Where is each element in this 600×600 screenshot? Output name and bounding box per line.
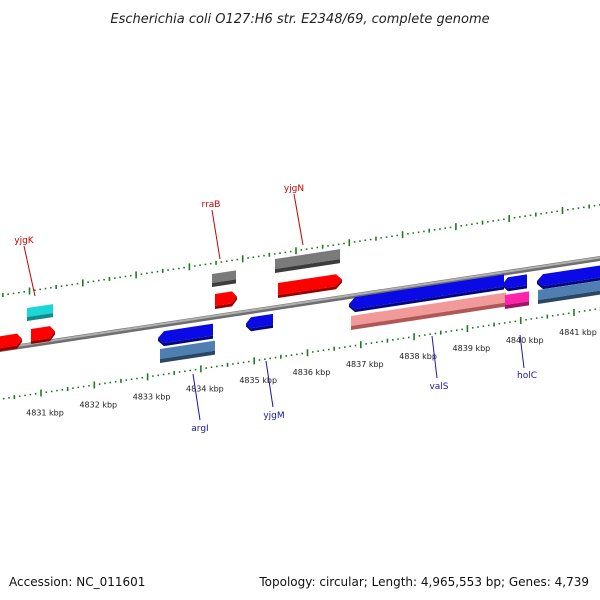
gene-label-yjgn[interactable]: yjgN	[284, 184, 304, 194]
gene-label-vals-group[interactable]: valS	[429, 335, 449, 392]
feature-gene-yjgn-grey[interactable]	[275, 249, 340, 273]
gene-label-rrab[interactable]: rraB	[202, 200, 221, 210]
tick-label: 4840 kbp	[506, 336, 544, 345]
genome-summary-text: Topology: circular; Length: 4,965,553 bp…	[258, 575, 589, 589]
tick-label: 4837 kbp	[346, 360, 384, 369]
tick-label: 4841 kbp	[559, 328, 597, 337]
gene-label-vals[interactable]: valS	[429, 382, 448, 392]
gene-label-argi-group[interactable]: argI	[191, 373, 209, 434]
gene-label-yjgn-group[interactable]: yjgN	[284, 184, 304, 246]
tick-label: 4833 kbp	[133, 392, 171, 401]
gene-label-yjgm[interactable]: yjgM	[263, 411, 284, 421]
tick-label: 4838 kbp	[399, 352, 437, 361]
feature-gene-cyan[interactable]	[27, 304, 53, 321]
feature-gene-blue-argi-upper[interactable]	[158, 323, 213, 347]
accession-text: Accession: NC_011601	[9, 575, 145, 589]
gene-label-yjgk-group[interactable]: yjgK	[14, 236, 36, 297]
feature-gene-rrab[interactable]	[215, 291, 237, 309]
feature-gene-argi[interactable]	[160, 340, 215, 363]
feature-gene-blue-small-right[interactable]	[503, 274, 527, 292]
feature-gene-yjgm[interactable]	[246, 313, 273, 332]
feature-gene-rrab-grey[interactable]	[212, 270, 236, 287]
gene-label-holc-group[interactable]: holC	[517, 334, 537, 381]
gene-label-yjgm-group[interactable]: yjgM	[263, 360, 285, 421]
feature-gene-vals[interactable]	[351, 292, 506, 330]
tick-label: 4831 kbp	[26, 408, 64, 417]
tick-label: 4835 kbp	[239, 376, 277, 385]
gene-label-argi[interactable]: argI	[191, 424, 208, 434]
outer-tick-track	[2, 204, 600, 298]
tick-label: 4839 kbp	[453, 344, 491, 353]
feature-gene-red-1[interactable]	[0, 333, 22, 352]
inner-tick-track: 4831 kbp 4832 kbp 4833 kbp 4834 kbp 4835 kbp…	[2, 306, 600, 417]
gene-label-rrab-group[interactable]: rraB	[202, 200, 221, 260]
tick-label: 4832 kbp	[79, 400, 117, 409]
feature-gene-holc[interactable]	[505, 291, 529, 309]
map-title: Escherichia coli O127:H6 str. E2348/69, …	[110, 12, 489, 27]
gene-label-holc[interactable]: holC	[517, 371, 537, 381]
gene-label-yjgk[interactable]: yjgK	[14, 236, 35, 246]
tick-label: 4834 kbp	[186, 384, 224, 393]
feature-gene-red-2[interactable]	[31, 325, 55, 344]
feature-gene-vals-blue[interactable]	[349, 274, 504, 313]
feature-gene-steel-right[interactable]	[538, 279, 600, 304]
genome-backbone	[0, 255, 600, 353]
feature-gene-blue-right[interactable]	[537, 262, 600, 290]
feature-gene-yjgn[interactable]	[278, 273, 342, 298]
tick-label: 4836 kbp	[293, 368, 331, 377]
